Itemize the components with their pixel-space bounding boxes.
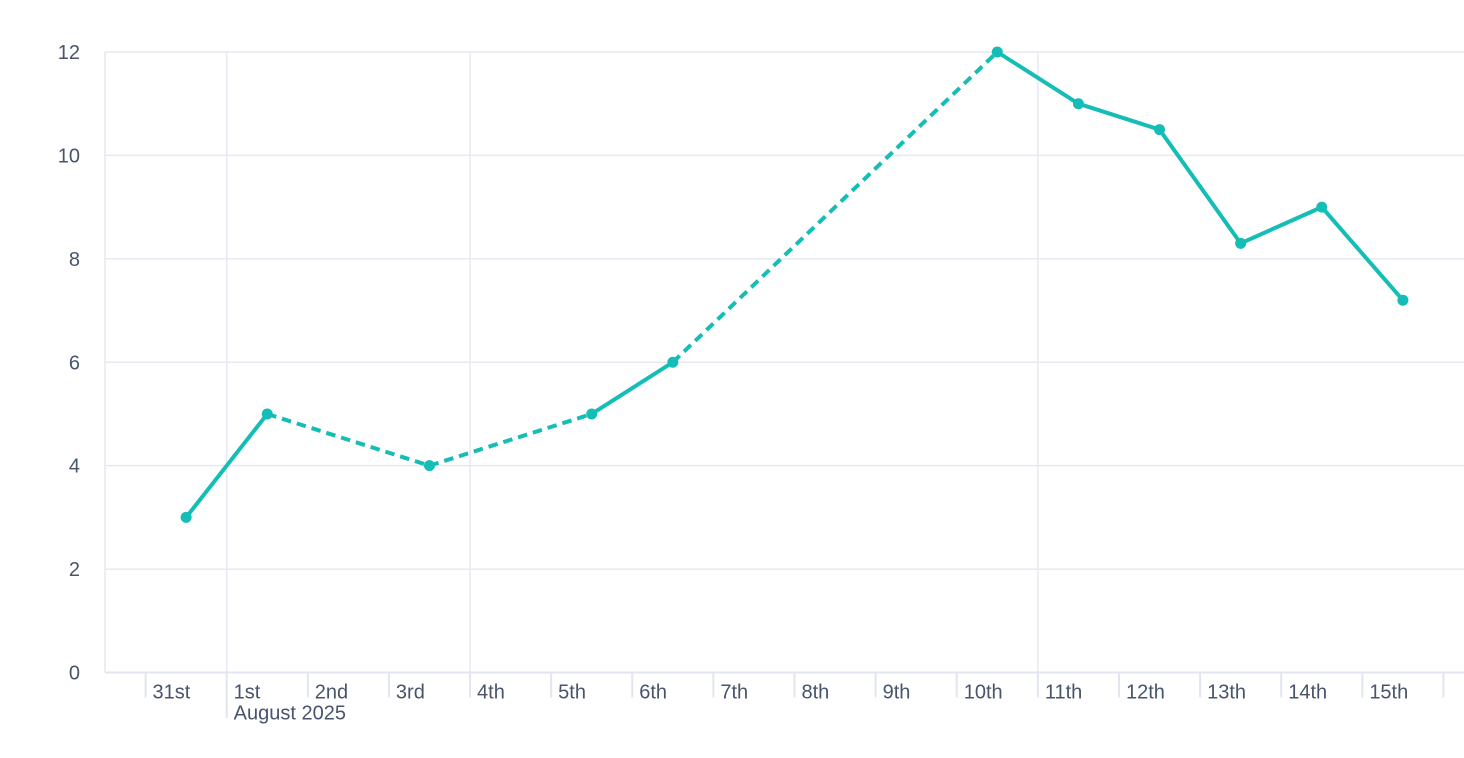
y-tick-label: 6 xyxy=(69,352,80,374)
data-point-3rd[interactable] xyxy=(423,460,435,472)
x-tick-label: 13th xyxy=(1207,682,1246,704)
series-segment-dashed xyxy=(266,412,431,468)
series-segment-solid xyxy=(996,50,1080,106)
data-point-11th[interactable] xyxy=(1072,98,1084,110)
x-tick-label: 10th xyxy=(964,682,1003,704)
data-point-14th[interactable] xyxy=(1316,201,1328,213)
x-tick-label: 3rd xyxy=(396,682,425,704)
series-segment-solid xyxy=(184,412,269,519)
y-tick-label: 4 xyxy=(69,456,80,478)
y-tick-label: 12 xyxy=(58,42,80,64)
x-tick-label: 15th xyxy=(1369,682,1408,704)
x-tick-label: 1st xyxy=(234,682,261,704)
series-segment-solid xyxy=(1320,205,1405,302)
data-point-10th[interactable] xyxy=(991,46,1003,58)
x-tick-label: 12th xyxy=(1126,682,1165,704)
x-tick-label: 11th xyxy=(1045,682,1082,704)
data-point-6th[interactable] xyxy=(667,356,679,368)
x-tick-label: 31st xyxy=(153,682,191,704)
x-tick-label: 9th xyxy=(883,682,911,704)
x-axis-month-label: August 2025 xyxy=(234,703,346,725)
y-tick-label: 8 xyxy=(69,249,80,271)
x-tick-label: 14th xyxy=(1288,682,1327,704)
series-segment-dashed xyxy=(671,50,999,364)
data-point-5th[interactable] xyxy=(586,408,598,420)
x-tick-label: 4th xyxy=(477,682,505,704)
data-point-15th[interactable] xyxy=(1397,294,1409,306)
series-segment-dashed xyxy=(428,412,593,468)
data-point-13th[interactable] xyxy=(1235,237,1247,249)
line-chart: 31st 1st 2nd 3rd 4th 5th 6th 7th 8th 9th 10th 11th 1… xyxy=(40,16,1464,742)
x-tick-label: 7th xyxy=(720,682,748,704)
x-tick-label: 2nd xyxy=(315,682,348,704)
y-tick-label: 0 xyxy=(69,663,80,685)
series-segment-solid xyxy=(590,360,674,416)
x-tick-label: 8th xyxy=(802,682,830,704)
data-point-1st[interactable] xyxy=(261,408,273,420)
series-segment-solid xyxy=(1157,128,1243,245)
y-tick-label: 10 xyxy=(58,145,80,167)
series-segment-solid xyxy=(1077,101,1161,132)
y-tick-label: 2 xyxy=(69,559,80,581)
x-tick-label: 5th xyxy=(558,682,586,704)
line-chart-svg: 31st 1st 2nd 3rd 4th 5th 6th 7th 8th 9th 10th 11th 1… xyxy=(58,42,1464,725)
data-point-12th[interactable] xyxy=(1154,124,1166,136)
x-tick-label: 6th xyxy=(639,682,667,704)
data-point-31st[interactable] xyxy=(180,511,192,523)
series-segment-solid xyxy=(1239,205,1323,246)
